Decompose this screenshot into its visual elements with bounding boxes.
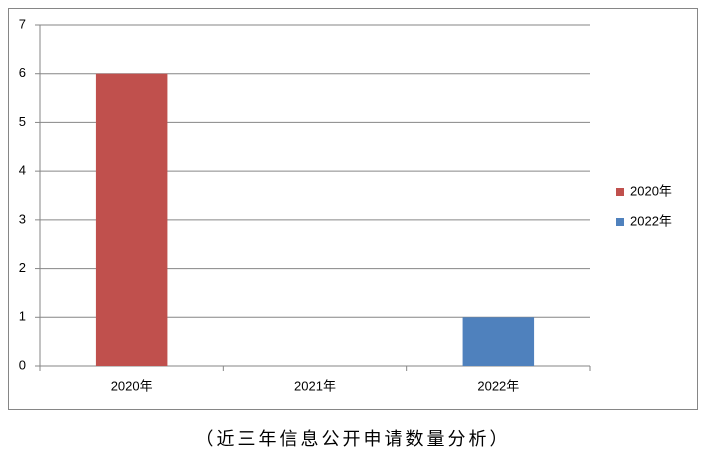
legend-label: 2022年 bbox=[630, 213, 672, 228]
y-tick-label: 7 bbox=[19, 16, 26, 31]
x-tick-label: 2021年 bbox=[294, 378, 336, 393]
y-tick-label: 6 bbox=[19, 65, 26, 80]
y-tick-label: 2 bbox=[19, 260, 26, 275]
x-tick-label: 2022年 bbox=[477, 378, 519, 393]
bar bbox=[95, 73, 168, 366]
legend-swatch bbox=[616, 218, 624, 226]
legend-label: 2020年 bbox=[630, 183, 672, 198]
y-tick-label: 5 bbox=[19, 114, 26, 129]
bar bbox=[462, 317, 535, 366]
y-tick-label: 0 bbox=[19, 357, 26, 372]
y-tick-label: 4 bbox=[19, 163, 26, 178]
legend-swatch bbox=[616, 188, 624, 196]
y-tick-label: 1 bbox=[19, 309, 26, 324]
chart-title: （近三年信息公开申请数量分析） bbox=[196, 429, 511, 449]
x-tick-label: 2020年 bbox=[111, 378, 153, 393]
y-tick-label: 3 bbox=[19, 211, 26, 226]
